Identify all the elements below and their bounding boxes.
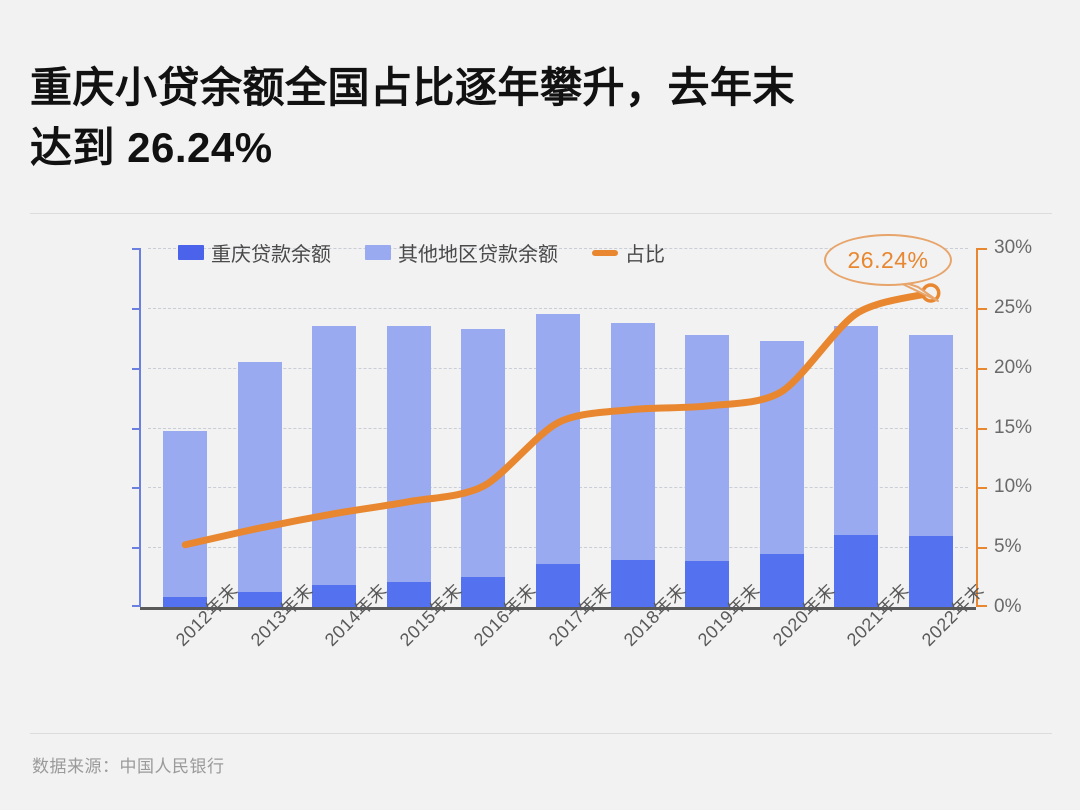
annotation-value: 26.24% [847, 246, 929, 273]
bar-group[interactable] [759, 340, 804, 607]
y-axis-right-tick [978, 487, 987, 490]
bar-group[interactable] [834, 325, 879, 607]
legend-label: 占比 [625, 244, 665, 266]
x-axis-labels: 2012年末 2013年末 2014年末 2015年末 2016年末 2017年末 2018… [148, 580, 987, 743]
y-axis-right-label: 5% [994, 536, 1022, 558]
y-axis-right-label: 25% [994, 296, 1033, 318]
bar-segment-chongqing[interactable] [312, 584, 357, 607]
bar-group[interactable] [461, 329, 506, 607]
y-axis-right-tick [978, 248, 987, 250]
bar-group[interactable] [536, 313, 580, 607]
bar-group[interactable] [237, 361, 282, 607]
y-axis-right-label: 30% [994, 237, 1033, 258]
bar-group[interactable] [312, 325, 357, 607]
y-axis-left [132, 248, 141, 607]
y-axis-left-tick [132, 487, 141, 490]
legend-swatch-icon [365, 245, 391, 260]
bar-segment-chongqing[interactable] [834, 535, 879, 607]
y-axis-right-tick [978, 307, 987, 310]
bar-group[interactable] [685, 334, 730, 607]
bar-segment-other-regions[interactable] [312, 325, 357, 607]
bar-group[interactable] [386, 325, 431, 607]
y-axis-left-tick [132, 547, 141, 550]
y-axis-right-tick [978, 427, 987, 430]
bar-segment-chongqing[interactable] [759, 554, 804, 607]
annotation-callout: 26.24% [824, 234, 952, 286]
footer-divider [30, 733, 1052, 734]
page-title: 重庆小贷余额全国占比逐年攀升，去年末 达到 26.24% [30, 64, 796, 171]
y-axis-right-label: 20% [994, 356, 1033, 378]
bar-group[interactable] [908, 334, 953, 607]
title-divider [30, 213, 1052, 214]
bar-segment-other-regions[interactable] [237, 361, 282, 607]
bar-segment-chongqing[interactable] [685, 561, 730, 607]
bar-segment-other-regions[interactable] [461, 329, 506, 607]
bar-group[interactable] [163, 430, 208, 607]
y-axis-right-tick [978, 367, 987, 370]
y-axis-right-label: 15% [994, 416, 1033, 438]
legend-item-share[interactable]: 占比 [592, 238, 665, 267]
gridline-12000 [148, 248, 968, 249]
y-axis-right-label: 0% [994, 596, 1022, 617]
bar-segment-chongqing[interactable] [386, 582, 431, 607]
bar-segment-chongqing[interactable] [237, 592, 282, 607]
y-axis-right [976, 248, 987, 607]
x-axis-baseline [140, 607, 976, 610]
legend-label: 重庆贷款余额 [211, 244, 331, 266]
bar-segment-chongqing[interactable] [610, 560, 655, 607]
y-axis-left-tick [132, 605, 141, 607]
y-axis-right-tick [978, 605, 987, 607]
bar-segment-chongqing[interactable] [536, 563, 580, 607]
chart-container: 重庆贷款余额 其他地区贷款余额 占比 26.24% [0, 225, 1080, 725]
legend-swatch-icon [178, 245, 204, 260]
plot-area: 12000 10000 8000 6000 4000 2000 0 30% 25… [132, 237, 1032, 617]
y-axis-left-tick [132, 307, 141, 310]
y-axis-right-label: 10% [994, 476, 1033, 498]
legend-item-chongqing[interactable]: 重庆贷款余额 [178, 238, 331, 267]
y-axis-right-tick [978, 547, 987, 550]
page-title-block: 重庆小贷余额全国占比逐年攀升，去年末 达到 26.24% [30, 58, 1050, 177]
legend-item-other-regions[interactable]: 其他地区贷款余额 [365, 238, 558, 267]
bar-segment-chongqing[interactable] [461, 577, 506, 607]
bar-segment-chongqing[interactable] [908, 535, 953, 607]
bar-segment-other-regions[interactable] [386, 325, 431, 607]
chart-legend: 重庆贷款余额 其他地区贷款余额 占比 [178, 238, 665, 267]
legend-label: 其他地区贷款余额 [398, 244, 558, 266]
y-axis-left-tick [132, 427, 141, 430]
data-source-note: 数据来源：中国人民银行 [32, 757, 225, 776]
y-axis-left-tick [132, 367, 141, 370]
bar-group[interactable] [610, 322, 655, 607]
bar-series-group [148, 248, 968, 607]
legend-line-icon [592, 249, 618, 256]
bar-segment-chongqing[interactable] [163, 597, 208, 607]
bar-segment-other-regions[interactable] [163, 430, 208, 607]
y-axis-left-tick [132, 248, 141, 250]
